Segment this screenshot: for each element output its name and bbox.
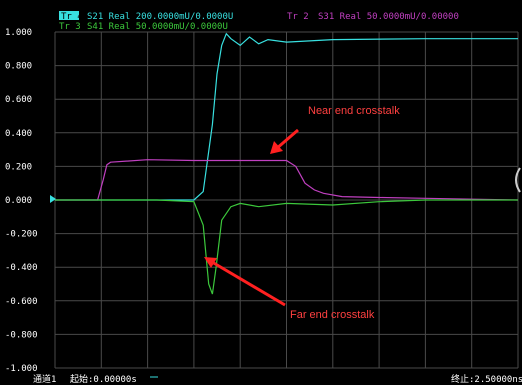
arrow-near-end-head [270, 141, 283, 154]
annotation-near-end: Near end crosstalk [308, 105, 400, 117]
traces [55, 32, 519, 295]
y-tick-label: -0.400 [5, 263, 38, 273]
y-tick-label: 0.200 [5, 162, 32, 172]
reference-level-marker[interactable] [50, 195, 56, 203]
legend-text-tr2: S31 Real 50.0000mU/0.00000 [318, 12, 459, 22]
y-tick-label: 1.000 [5, 28, 32, 38]
annotation-far-end: Far end crosstalk [290, 309, 375, 321]
arrow-near-end-shaft [275, 128, 299, 151]
scroll-indicator [515, 167, 521, 193]
y-axis-tick-labels: 1.000 0.800 0.600 0.400 0.200 0.000 -0.200 -0.4… [5, 28, 38, 374]
y-tick-label: -0.200 [5, 230, 38, 240]
legend-text-tr4: S21 Real 200.0000mU/0.0000U [87, 12, 233, 22]
arrow-far-end-head [204, 257, 217, 268]
y-tick-label: 0.600 [5, 95, 32, 105]
trace-line-tr3 [55, 199, 518, 295]
annotations: Near end crosstalk Far end crosstalk [204, 105, 400, 321]
legend-tag-tr4[interactable]: Tr 4 [61, 12, 83, 22]
legend-tag-bg-tr4[interactable] [59, 11, 79, 20]
arrow-far-end-shaft [211, 260, 286, 307]
trace-line-tr2 [55, 159, 519, 201]
status-start: 起始:0.00000s [70, 373, 137, 385]
legend-tag-tr3[interactable]: Tr 3 [59, 22, 81, 32]
status-stop: 终止:2.50000ns [451, 373, 522, 385]
trace-line-tr4 [55, 32, 518, 201]
y-tick-label: -1.000 [5, 364, 38, 374]
y-tick-label: 0.000 [5, 196, 32, 206]
y-tick-label: 0.800 [5, 62, 32, 72]
status-bar: 通道1 起始:0.00000s 终止:2.50000ns [33, 373, 522, 385]
status-channel: 通道1 [33, 373, 56, 385]
legend-tag-tr2[interactable]: Tr 2 [287, 12, 309, 22]
trace-legend: Tr 4 S21 Real 200.0000mU/0.0000U Tr 2 S3… [59, 11, 459, 32]
y-tick-label: -0.800 [5, 330, 38, 340]
y-tick-label: -0.600 [5, 297, 38, 307]
legend-text-tr3: S41 Real 50.0000mU/0.0000U [87, 22, 228, 32]
y-tick-label: 0.400 [5, 129, 32, 139]
plot-grid [54, 31, 519, 369]
